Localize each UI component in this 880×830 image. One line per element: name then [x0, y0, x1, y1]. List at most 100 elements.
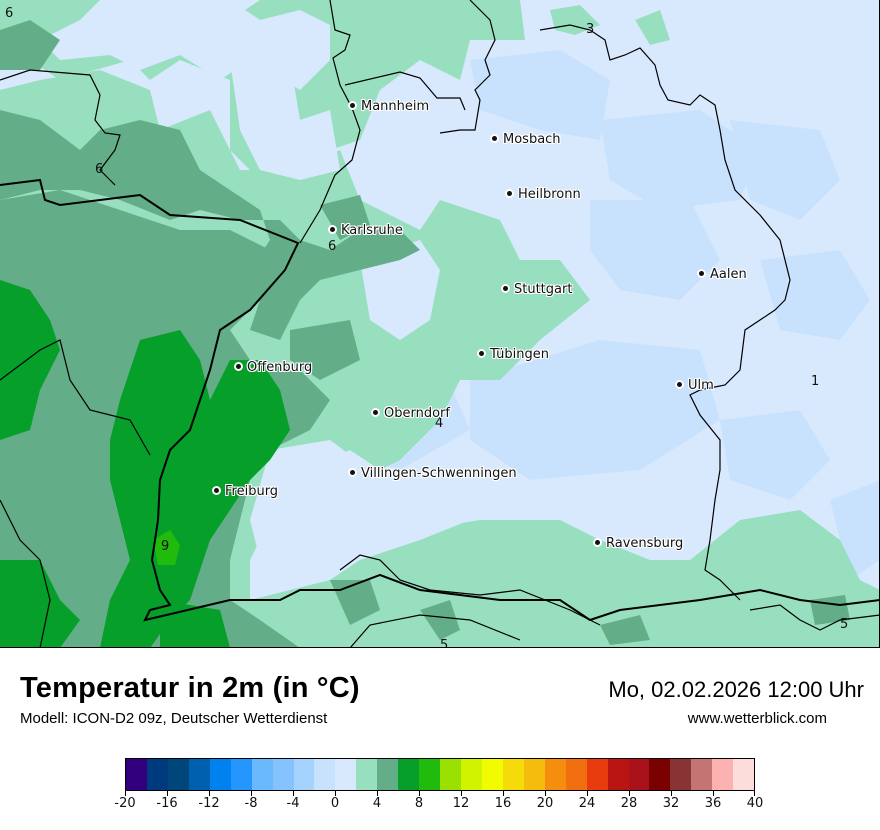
city-dot-icon: [373, 410, 378, 415]
colorbar-segment: [481, 759, 503, 790]
city-dot-icon: [350, 103, 355, 108]
colorbar-tick: [629, 791, 630, 796]
colorbar-segment: [377, 759, 399, 790]
colorbar-tick: [293, 791, 294, 796]
colorbar-tick-label: 12: [452, 796, 470, 811]
city-mosbach: Mosbach: [492, 132, 561, 147]
temperature-map: 6 3 6 6 1 4 9 5 5 Mannheim Mosbach Heilb…: [0, 0, 880, 648]
colorbar-tick: [671, 791, 672, 796]
colorbar-segment: [649, 759, 671, 790]
colorbar-segment: [146, 759, 168, 790]
city-dot-icon: [236, 364, 241, 369]
colorbar-ticks: -20 -16 -12 -8 -4 0 4 8 12 16 20 24 28 32 36 40: [114, 791, 763, 821]
colorbar-segment: [126, 759, 147, 790]
colorbar: [125, 758, 755, 791]
city-name: Ravensburg: [606, 536, 684, 551]
colorbar-tick-label: 0: [330, 796, 340, 811]
colorbar-segment: [502, 759, 524, 790]
city-dot-icon: [350, 470, 355, 475]
colorbar-tick: [503, 791, 504, 796]
contour-label: 5: [440, 638, 449, 648]
colorbar-segment: [272, 759, 294, 790]
city-mannheim: Mannheim: [350, 99, 429, 114]
colorbar-segment: [461, 759, 482, 790]
city-stuttgart: Stuttgart: [503, 282, 572, 297]
contour-label: 3: [586, 22, 595, 37]
city-offenburg: Offenburg: [236, 360, 312, 375]
colorbar-segment: [544, 759, 566, 790]
colorbar-segment: [670, 759, 692, 790]
colorbar-segment: [209, 759, 231, 790]
city-villingen-schwenningen: Villingen-Schwenningen: [350, 466, 517, 481]
colorbar-segment: [733, 759, 755, 790]
temp-band-8-10: [153, 530, 180, 565]
colorbar-tick-label: 40: [746, 796, 764, 811]
city-karlsruhe: Karlsruhe: [330, 223, 403, 238]
city-name: Tübingen: [490, 347, 549, 362]
colorbar-segment: [356, 759, 378, 790]
borders: [0, 0, 880, 648]
colorbar-tick-label: 16: [494, 796, 512, 811]
forecast-datetime: Mo, 02.02.2026 12:00 Uhr: [608, 677, 864, 702]
city-dot-icon: [330, 227, 335, 232]
city-name: Ulm: [688, 378, 714, 393]
city-name: Villingen-Schwenningen: [361, 466, 517, 481]
city-dot-icon: [677, 382, 682, 387]
colorbar-tick: [545, 791, 546, 796]
colorbar-tick-label: 4: [372, 796, 382, 811]
colorbar-tick-label: -4: [286, 796, 300, 811]
contour-label: 5: [840, 617, 849, 632]
colorbar-tick-label: -16: [156, 796, 178, 811]
city-dot-icon: [507, 191, 512, 196]
colorbar-segment: [230, 759, 252, 790]
colorbar-segment: [691, 759, 713, 790]
city-name: Aalen: [710, 267, 747, 282]
city-name: Mosbach: [503, 132, 561, 147]
colorbar-tick: [587, 791, 588, 796]
city-name: Stuttgart: [514, 282, 573, 297]
colorbar-segment: [440, 759, 461, 790]
temp-band-6-8: [0, 280, 290, 648]
colorbar-tick-label: -12: [198, 796, 220, 811]
colorbar-segment: [419, 759, 441, 790]
city-name: Offenburg: [247, 360, 313, 375]
website-link[interactable]: www.wetterblick.com: [687, 710, 827, 727]
colorbar-tick: [419, 791, 420, 796]
city-name: Freiburg: [225, 484, 279, 499]
map-frame-bottom: [0, 647, 880, 648]
map-field: [0, 0, 880, 648]
colorbar-tick-label: -20: [114, 796, 136, 811]
colorbar-tick-label: 36: [704, 796, 722, 811]
colorbar-segment: [712, 759, 734, 790]
colorbar-tick: [754, 791, 755, 796]
city-oberndorf: Oberndorf: [373, 406, 450, 421]
city-name: Mannheim: [361, 99, 430, 114]
city-dot-icon: [479, 351, 484, 356]
colorbar-tick: [335, 791, 336, 796]
colorbar-tick-label: 28: [620, 796, 638, 811]
colorbar-tick: [125, 791, 126, 796]
city-heilbronn: Heilbronn: [507, 187, 581, 202]
colorbar-segment: [628, 759, 650, 790]
city-freiburg: Freiburg: [214, 484, 278, 499]
colorbar-tick-label: 24: [578, 796, 596, 811]
city-name: Karlsruhe: [341, 223, 403, 238]
contour-label: 9: [161, 539, 170, 554]
temp-band-0-2-holes: [20, 0, 490, 570]
colorbar-segment: [188, 759, 210, 790]
colorbar-tick: [209, 791, 210, 796]
colorbar-segment: [314, 759, 336, 790]
colorbar-segment: [251, 759, 273, 790]
colorbar-tick: [713, 791, 714, 796]
colorbar-segment: [398, 759, 420, 790]
colorbar-tick-label: -8: [244, 796, 258, 811]
city-dot-icon: [503, 286, 508, 291]
city-dot-icon: [699, 271, 704, 276]
colorbar-tick-label: 32: [662, 796, 680, 811]
city-dot-icon: [492, 136, 497, 141]
contour-label: 4: [435, 416, 444, 431]
contour-label: 6: [5, 6, 14, 21]
contour-label: 6: [95, 162, 104, 177]
colorbar-tick: [377, 791, 378, 796]
city-aalen: Aalen: [699, 267, 747, 282]
